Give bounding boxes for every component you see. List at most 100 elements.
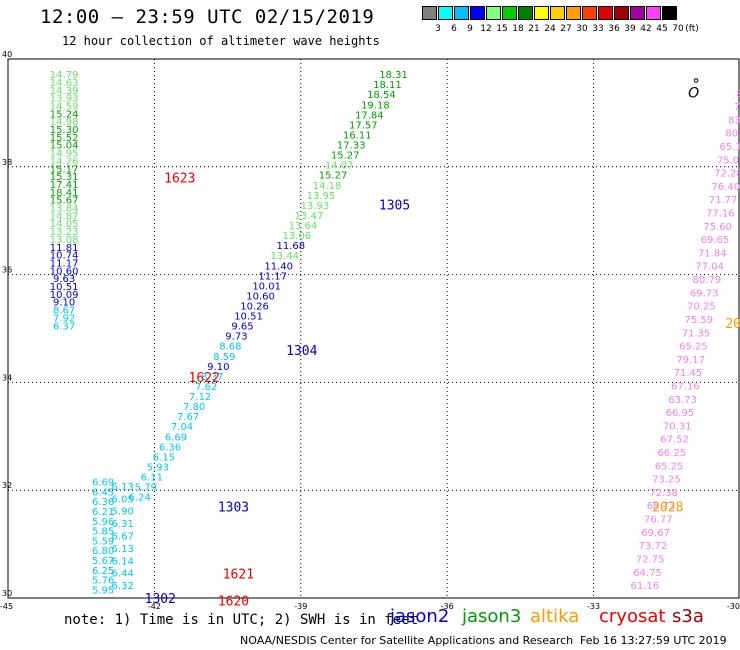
y-tick-label: 30 <box>2 589 12 598</box>
wave-height-value: 13.47 <box>295 211 324 222</box>
wave-height-value: 7.12 <box>189 392 211 403</box>
wave-height-value: 11.81 <box>50 243 79 254</box>
wave-height-value: 10.60 <box>246 291 275 302</box>
wave-height-value: 13.95 <box>307 191 336 202</box>
wave-height-value: 8.68 <box>219 342 241 353</box>
wave-height-value: 11.40 <box>264 261 293 272</box>
wave-height-value: 69.67 <box>641 528 670 539</box>
wave-height-value: 75.60 <box>703 222 732 233</box>
wave-height-value: 68.73 <box>647 501 676 512</box>
wave-height-value: 18.41 <box>50 188 79 199</box>
x-tick-label: -42 <box>148 602 161 610</box>
wave-height-value: 6.69 <box>92 478 114 489</box>
wave-height-value: 10.60 <box>50 266 79 277</box>
wave-height-value: 83.4 <box>728 115 740 126</box>
wave-height-value: 6.25 <box>92 566 114 577</box>
page-subtitle: 12 hour collection of altimeter wave hei… <box>62 34 380 48</box>
marker-dot <box>693 78 699 83</box>
wave-height-value: 80.5 <box>725 129 740 140</box>
wave-height-value: 14.79 <box>50 70 79 81</box>
wave-height-value: 6.37 <box>53 321 75 332</box>
scale-swatch <box>470 6 485 20</box>
wave-height-value: 13.06 <box>283 231 312 242</box>
wave-height-value: 13.23 <box>50 227 79 238</box>
wave-height-value: 6.15 <box>153 452 175 463</box>
wave-height-value: 8.37 <box>201 372 223 383</box>
page-title: 12:00 – 23:59 UTC 02/15/2019 <box>40 6 375 28</box>
wave-height-value: 11.68 <box>276 241 305 252</box>
wave-height-value: 10.09 <box>50 290 79 301</box>
x-tick-label: -30 <box>727 602 740 610</box>
wave-height-plot: 30 32 34 36 38 40 -45 -42 -39 -36 -33 -30 14.7914.63… <box>0 50 740 610</box>
x-tick-label: -45 <box>0 602 13 610</box>
wave-height-value: 6.44 <box>112 569 134 580</box>
wave-height-value: 9.10 <box>53 298 75 309</box>
credit-line: NOAA/NESDIS Center for Satellite Applica… <box>240 634 574 647</box>
wave-height-value: 67.52 <box>660 435 689 446</box>
scale-label: 33 <box>592 24 604 34</box>
wave-height-value: 5.85 <box>92 527 114 538</box>
wave-height-value: 16.11 <box>343 130 372 141</box>
wave-height-value: 6.80 <box>92 546 114 557</box>
wave-height-value: 5.93 <box>147 462 169 473</box>
legend-item-s3a: s3a <box>672 606 704 627</box>
wave-height-value: 72.28 <box>714 169 740 180</box>
scale-label: 18 <box>512 24 524 34</box>
wave-height-value: 10.51 <box>50 282 79 293</box>
wave-height-value: 15.30 <box>50 125 79 136</box>
y-tick-label: 38 <box>2 158 12 167</box>
wave-height-value: 17.33 <box>337 141 366 152</box>
wave-height-value: 6.11 <box>141 473 163 484</box>
wave-height-value: 9.63 <box>53 274 75 285</box>
wave-height-value: 73.25 <box>652 475 681 486</box>
wave-height-value: 18.11 <box>373 80 402 91</box>
wave-height-value: 14.63 <box>50 78 79 89</box>
wave-height-value: 79.17 <box>676 355 705 366</box>
scale-swatch <box>438 6 453 20</box>
y-tick-label: 34 <box>2 373 12 382</box>
wave-height-value: 76.77 <box>644 515 673 526</box>
wave-height-value: 9.65 <box>231 322 253 333</box>
wave-height-value: 5.96 <box>92 517 114 528</box>
wave-height-value: 5.59 <box>92 536 114 547</box>
wave-height-value: 10.51 <box>234 312 263 323</box>
wave-height-value: 14.07 <box>325 161 354 172</box>
wave-height-value: 63.73 <box>668 395 697 406</box>
wave-height-value: 15.27 <box>319 171 348 182</box>
pass-number-label: 1302 <box>145 592 176 607</box>
wave-height-value: 5.90 <box>112 507 134 518</box>
wave-height-value: 73.72 <box>639 541 668 552</box>
wave-height-value: 76.40 <box>711 182 740 193</box>
wave-height-value: 10.01 <box>252 281 281 292</box>
scale-label: 9 <box>467 24 473 34</box>
scale-label: 42 <box>640 24 652 34</box>
wave-height-value: 15.27 <box>331 151 360 162</box>
wave-height-value: 6.13 <box>112 482 134 493</box>
wave-height-value: 15.31 <box>50 172 79 183</box>
wave-height-value: 17.57 <box>349 120 378 131</box>
scale-label: 6 <box>451 24 457 34</box>
wave-height-value: 6.45 <box>92 487 114 498</box>
legend-item-altika: altika <box>530 606 580 627</box>
pass-number-label: 1622 <box>189 371 220 386</box>
y-tick-label: 40 <box>2 50 12 59</box>
wave-height-value: 17.84 <box>355 110 384 121</box>
wave-height-value: 7.04 <box>171 422 193 433</box>
wave-height-value: 14.98 <box>50 117 79 128</box>
wave-height-value: 80.79 <box>693 275 722 286</box>
wave-height-value: 77.04 <box>695 262 724 273</box>
scale-label: 21 <box>528 24 540 34</box>
pass-number-label: 1623 <box>164 172 195 187</box>
scale-label: 3 <box>435 24 441 34</box>
wave-height-value: 5.79 <box>135 483 157 494</box>
scale-swatch <box>454 6 469 20</box>
scale-swatch <box>566 6 581 20</box>
wave-height-value: 14.87 <box>50 211 79 222</box>
wave-height-value: 10.26 <box>240 302 269 313</box>
scale-swatch <box>630 6 645 20</box>
wave-height-value: 13.44 <box>270 251 299 262</box>
wave-height-value: 9.73 <box>225 332 247 343</box>
plot-frame <box>7 58 740 599</box>
wave-height-value: 5.76 <box>92 576 114 587</box>
scale-swatch <box>502 6 517 20</box>
